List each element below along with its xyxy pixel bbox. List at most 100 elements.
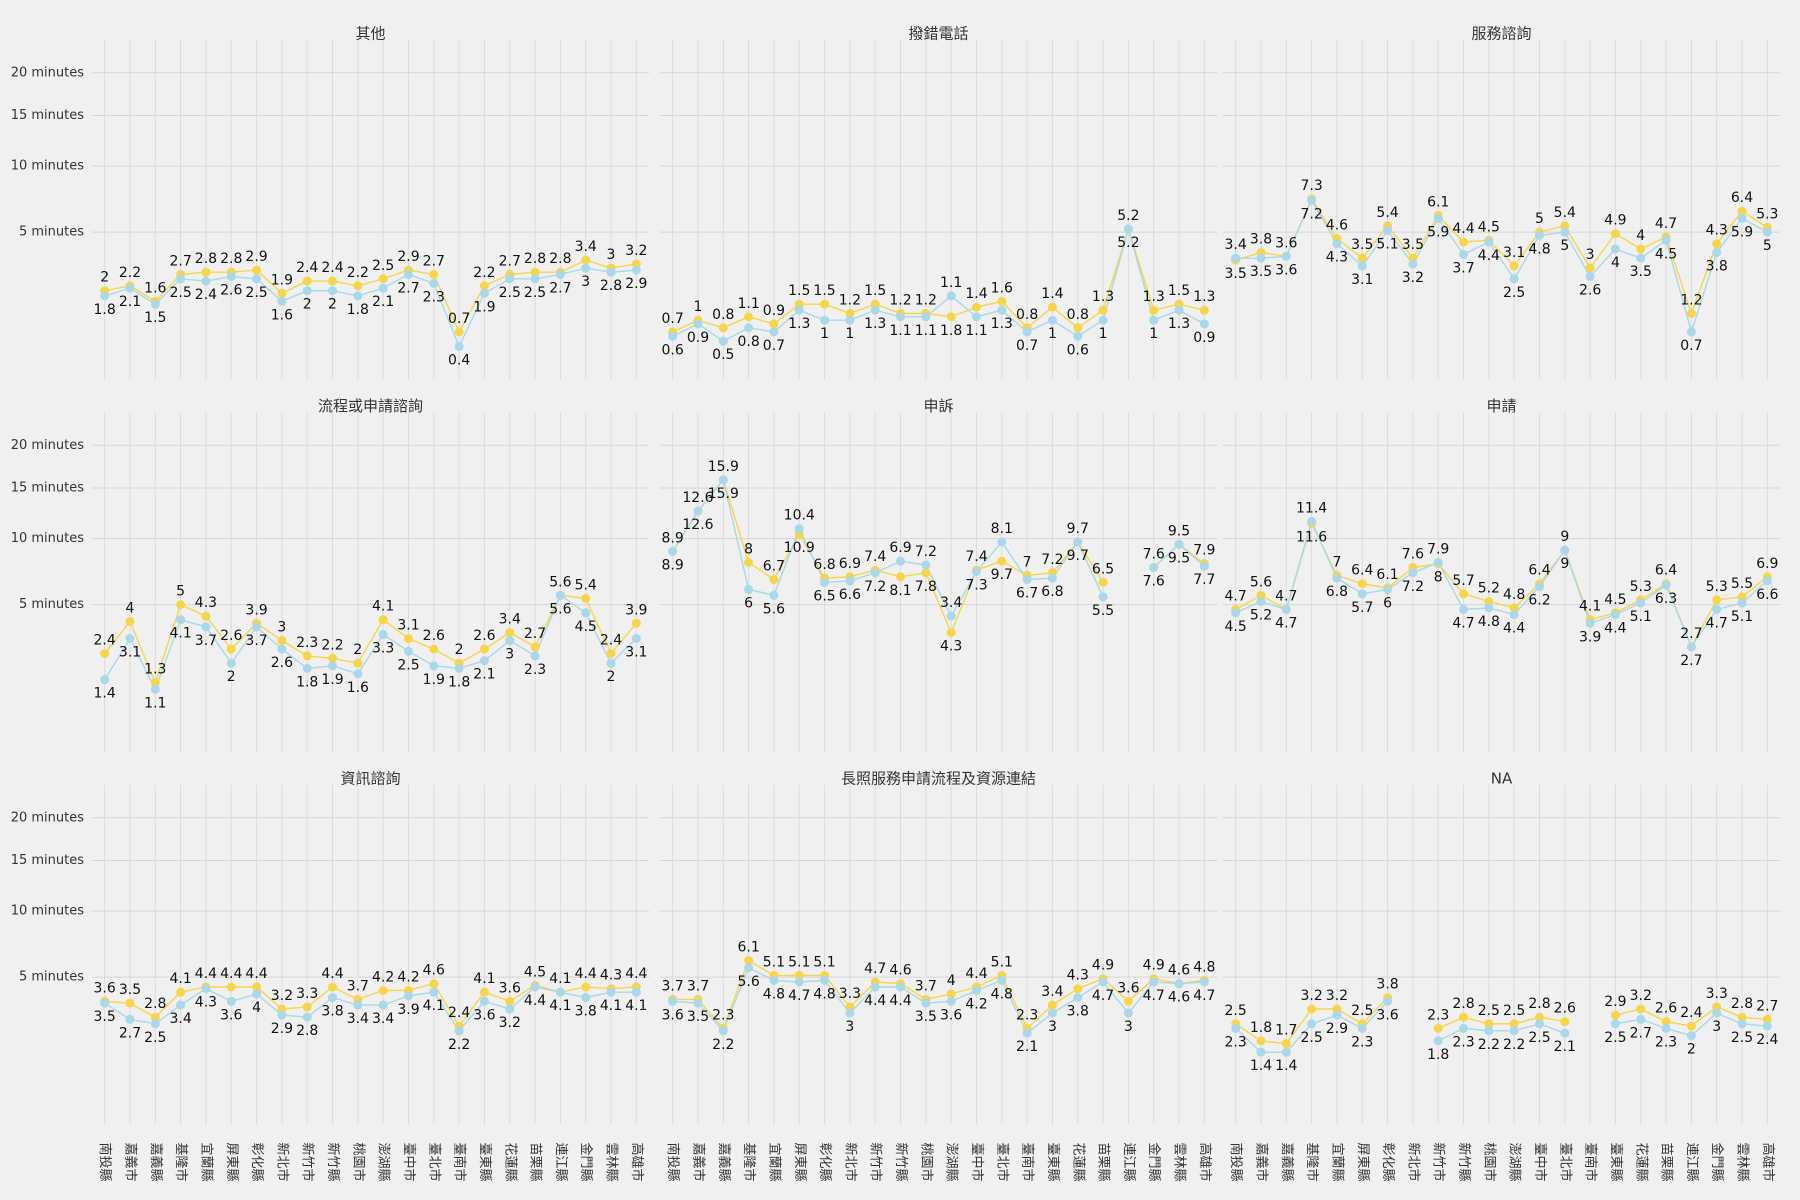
value-label: 9 (1560, 556, 1569, 572)
value-label: 0.5 (712, 347, 734, 363)
x-tick-label: 花蓮縣 (1070, 1143, 1086, 1182)
value-label: 3.5 (1250, 264, 1272, 280)
value-label: 3.7 (1452, 260, 1474, 276)
value-label: 5 (1535, 211, 1544, 227)
point (530, 274, 540, 284)
x-tick-label: 新北市 (1405, 1143, 1421, 1182)
y-tick-label: 15 minutes (11, 108, 85, 123)
value-label: 2.8 (1528, 996, 1550, 1012)
value-label: 1.8 (347, 302, 369, 318)
value-label: 4.2 (397, 969, 419, 985)
point (1073, 331, 1083, 341)
x-tick-label: 臺南市 (1020, 1143, 1036, 1182)
value-label: 2.5 (524, 285, 546, 301)
point (921, 568, 931, 578)
x-tick-label: 新竹市 (868, 1143, 884, 1182)
point (1256, 596, 1266, 606)
point (744, 557, 754, 567)
point (1509, 603, 1519, 613)
value-label: 4.6 (1326, 218, 1348, 234)
point (744, 584, 754, 594)
x-tick-label: 南投縣 (665, 1143, 681, 1182)
value-label: 4.8 (1503, 587, 1525, 603)
point (1433, 1023, 1443, 1033)
value-label: 2.3 (1351, 1034, 1373, 1050)
point (1459, 604, 1469, 614)
value-label: 2.9 (1326, 1021, 1348, 1037)
point (769, 575, 779, 585)
value-label: 4.3 (600, 968, 622, 984)
panel-title: 其他 (355, 25, 385, 43)
series-line (672, 966, 1205, 1035)
value-label: 5.2 (1117, 208, 1139, 224)
point (378, 1000, 388, 1010)
point (997, 975, 1007, 985)
value-label: 3 (581, 274, 590, 290)
value-label: 2.3 (1016, 1007, 1038, 1023)
x-tick-label: 南投縣 (1228, 1143, 1244, 1182)
value-label: 10.4 (784, 508, 815, 524)
value-label: 6.6 (839, 587, 861, 603)
point (1534, 1012, 1544, 1022)
value-label: 2 (100, 270, 109, 286)
point (1357, 253, 1367, 263)
point (1047, 302, 1057, 312)
value-label: 3.7 (347, 978, 369, 994)
value-label: 4 (252, 1000, 261, 1016)
value-label: 6.8 (813, 557, 835, 573)
point (820, 315, 830, 325)
panel-title: 申訴 (923, 397, 953, 415)
value-label: 4.5 (524, 964, 546, 980)
point (479, 288, 489, 298)
value-label: 2.7 (119, 1025, 141, 1041)
value-label: 2 (455, 642, 464, 658)
value-label: 2.5 (397, 657, 419, 673)
point (125, 283, 135, 293)
value-label: 2.9 (245, 249, 267, 265)
point (606, 649, 616, 659)
point (201, 267, 211, 277)
value-label: 4.8 (1478, 614, 1500, 630)
point (1610, 244, 1620, 254)
value-label: 2.8 (1452, 996, 1474, 1012)
value-label: 8.1 (991, 521, 1013, 537)
value-label: 6.9 (889, 540, 911, 556)
point (581, 255, 591, 265)
value-label: 3.5 (94, 1009, 116, 1025)
value-label: 4.6 (1168, 990, 1190, 1006)
value-label: 3.7 (245, 633, 267, 649)
point (1149, 305, 1159, 315)
point (530, 267, 540, 277)
point (1686, 1031, 1696, 1041)
point (1149, 563, 1159, 573)
x-tick-label: 嘉義市 (122, 1143, 138, 1182)
value-label: 6.4 (1528, 563, 1550, 579)
point (769, 319, 779, 329)
value-label: 1.4 (965, 286, 987, 302)
value-label: 4.5 (1225, 619, 1247, 635)
point (1484, 596, 1494, 606)
value-label: 2.5 (1503, 1003, 1525, 1019)
series-line (1235, 519, 1768, 649)
value-label: 4.7 (1092, 988, 1114, 1004)
x-tick-label: 屏東縣 (1355, 1143, 1371, 1182)
x-tick-label: 桃園市 (918, 1143, 934, 1182)
value-label: 5.1 (1376, 237, 1398, 253)
value-label: 2.9 (397, 249, 419, 265)
series-line (672, 226, 1205, 333)
value-label: 3.2 (625, 243, 647, 259)
value-label: 4.8 (763, 986, 785, 1002)
value-label: 2.2 (473, 265, 495, 281)
value-label: 2 (328, 297, 337, 313)
series-line (104, 982, 637, 1028)
point (252, 622, 262, 632)
x-tick-label: 新竹縣 (893, 1143, 909, 1182)
point (845, 1008, 855, 1018)
x-tick-label: 宜蘭縣 (198, 1143, 214, 1182)
point (479, 281, 489, 291)
value-label: 3.4 (499, 612, 521, 628)
value-label: 7.3 (965, 577, 987, 593)
point (555, 269, 565, 279)
point (1047, 1008, 1057, 1018)
y-tick-label: 15 minutes (11, 853, 85, 868)
